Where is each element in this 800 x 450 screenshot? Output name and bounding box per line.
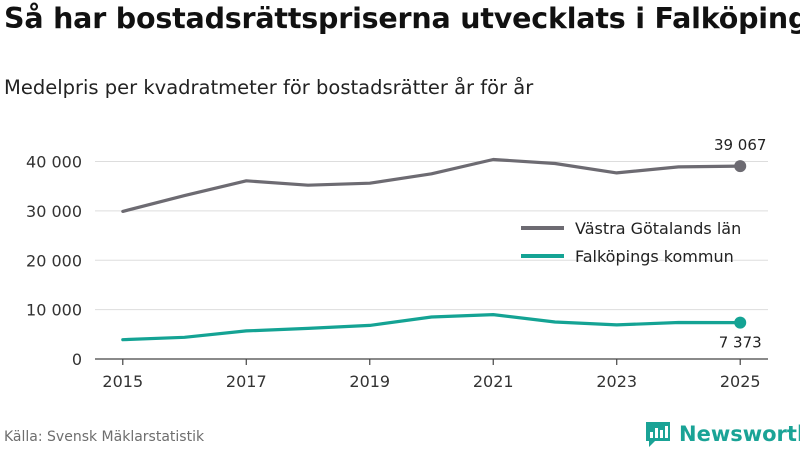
end-value-label: 7 373 bbox=[719, 334, 762, 352]
end-point-marker bbox=[734, 316, 747, 329]
y-tick-label: 10 000 bbox=[26, 301, 82, 320]
brand-name: Newsworthy bbox=[679, 422, 800, 446]
series-line-municipality bbox=[121, 313, 742, 342]
x-tick-label: 2015 bbox=[102, 372, 143, 391]
end-point-marker bbox=[734, 160, 747, 173]
legend-label: Falköpings kommun bbox=[575, 247, 734, 266]
x-tick-label: 2021 bbox=[473, 372, 514, 391]
x-tick-label: 2025 bbox=[720, 372, 761, 391]
x-tick-label: 2023 bbox=[596, 372, 637, 391]
y-tick-label: 40 000 bbox=[26, 153, 82, 172]
gridlines bbox=[95, 161, 768, 311]
bar-chart-speech-bubble-icon bbox=[646, 422, 670, 447]
end-value-label: 39 067 bbox=[714, 136, 767, 154]
y-tick-label: 0 bbox=[72, 350, 82, 369]
x-tick-label: 2019 bbox=[349, 372, 390, 391]
legend-label: Västra Götalands län bbox=[575, 219, 741, 238]
chart-title: Så har bostadsrättspriserna utvecklats i… bbox=[4, 2, 800, 35]
chart-subtitle: Medelpris per kvadratmeter för bostadsrä… bbox=[4, 76, 534, 99]
brand-logo[interactable]: Newsworthy bbox=[643, 419, 800, 449]
axes: 0 10 000 20 000 30 000 40 000 2015 2017 2019 202… bbox=[26, 153, 768, 391]
y-tick-label: 30 000 bbox=[26, 202, 82, 221]
y-tick-label: 20 000 bbox=[26, 251, 82, 270]
x-tick-label: 2017 bbox=[226, 372, 267, 391]
series-line-region bbox=[121, 157, 742, 213]
series: 39 067 7 373 bbox=[121, 136, 767, 352]
legend: Västra Götalands län Falköpings kommun bbox=[521, 219, 741, 266]
source-note: Källa: Svensk Mäklarstatistik bbox=[4, 429, 205, 445]
